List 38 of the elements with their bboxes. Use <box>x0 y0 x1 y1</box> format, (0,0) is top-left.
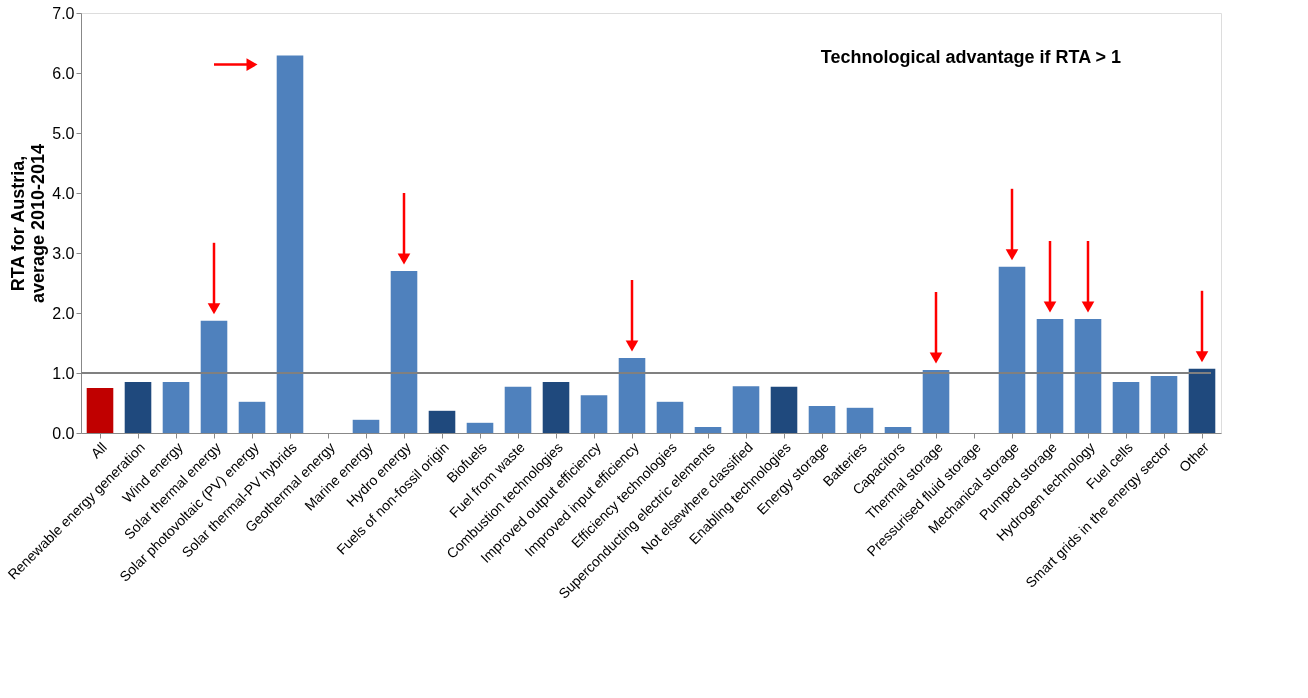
bar <box>732 386 760 433</box>
bar <box>1112 382 1140 433</box>
bar <box>504 386 532 433</box>
bar <box>200 320 228 433</box>
bar <box>428 410 456 433</box>
bar <box>86 388 114 433</box>
bar <box>884 427 912 433</box>
bar <box>694 427 722 433</box>
bar <box>770 386 798 433</box>
bar <box>390 271 418 433</box>
bar <box>352 419 380 433</box>
bar <box>1036 319 1064 433</box>
y-tick-label: 5.0 <box>52 124 75 142</box>
bar <box>276 55 304 433</box>
y-tick-label: 3.0 <box>52 244 75 262</box>
bar <box>998 266 1026 433</box>
bar <box>1074 319 1102 433</box>
y-tick-label: 4.0 <box>52 184 75 202</box>
bar <box>808 406 836 433</box>
y-tick-label: 7.0 <box>52 4 75 22</box>
bar <box>618 358 646 433</box>
bar <box>124 382 152 433</box>
bar <box>922 370 950 433</box>
y-axis-title: RTA for Austria, average 2010-2014 <box>8 143 49 304</box>
bar <box>1150 376 1178 433</box>
annotation: Technological advantage if RTA > 1 <box>820 47 1121 67</box>
bar <box>542 382 570 433</box>
bar <box>162 382 190 433</box>
y-tick-label: 0.0 <box>52 424 75 442</box>
bar <box>466 422 494 433</box>
bar <box>238 401 266 433</box>
bar <box>846 407 874 433</box>
y-tick-label: 6.0 <box>52 64 75 82</box>
bar <box>656 401 684 433</box>
bar <box>580 395 608 433</box>
bar <box>1188 368 1216 433</box>
y-tick-label: 1.0 <box>52 364 75 382</box>
y-tick-label: 2.0 <box>52 304 75 322</box>
